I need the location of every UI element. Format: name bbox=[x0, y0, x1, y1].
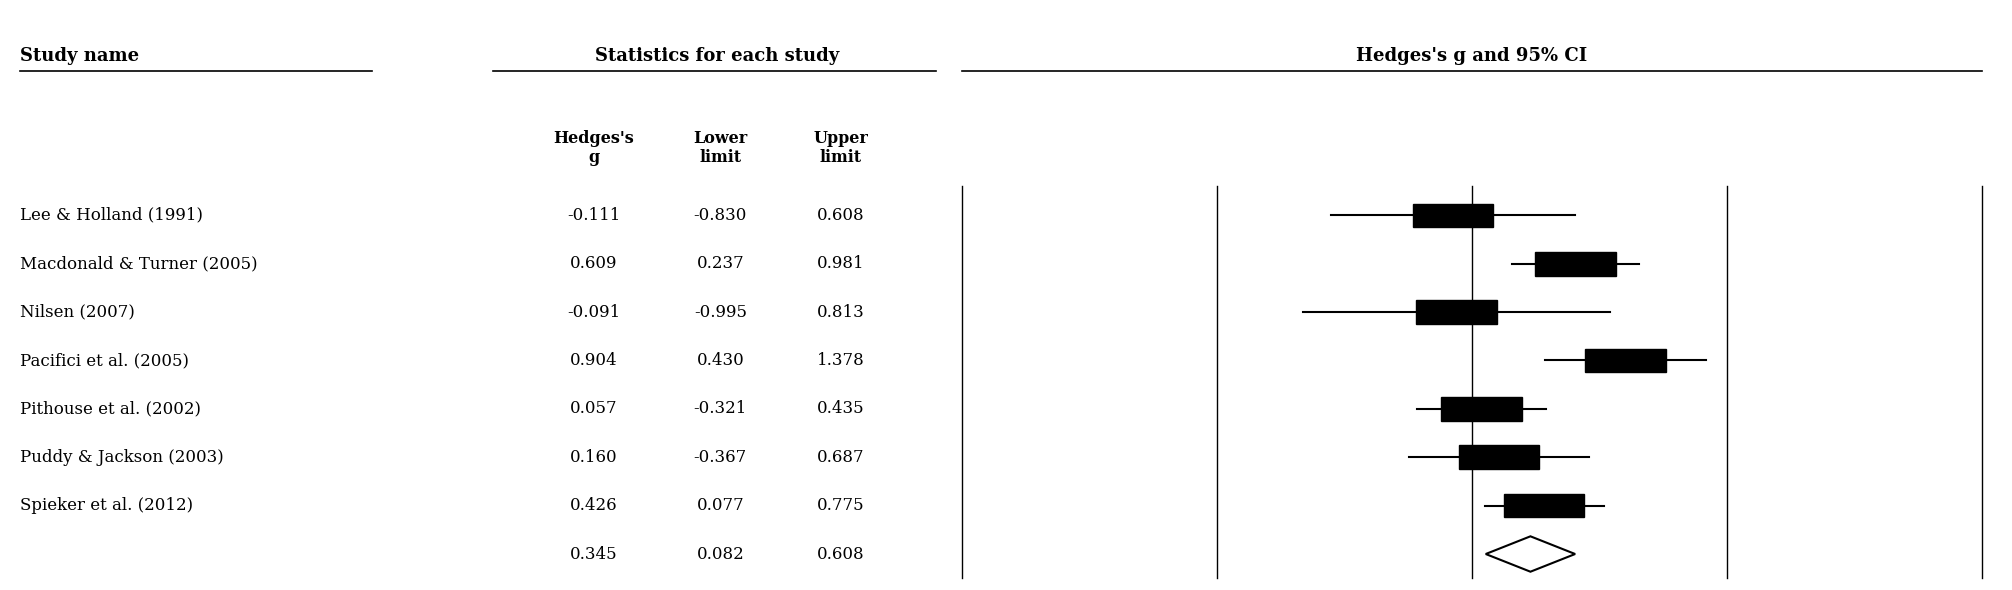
Text: -0.367: -0.367 bbox=[694, 449, 746, 466]
Text: -0.321: -0.321 bbox=[694, 401, 746, 417]
Bar bbox=[1416, 300, 1497, 324]
Text: Spieker et al. (2012): Spieker et al. (2012) bbox=[20, 497, 193, 514]
Text: 0.813: 0.813 bbox=[817, 304, 865, 320]
Text: 0.904: 0.904 bbox=[569, 352, 618, 369]
Text: Study name: Study name bbox=[20, 47, 139, 65]
Text: Pithouse et al. (2002): Pithouse et al. (2002) bbox=[20, 401, 201, 417]
Text: Hedges's
g: Hedges's g bbox=[553, 130, 634, 166]
Bar bbox=[1585, 349, 1666, 372]
Text: 0.608: 0.608 bbox=[817, 207, 865, 224]
Text: Nilsen (2007): Nilsen (2007) bbox=[20, 304, 135, 320]
Text: 0.082: 0.082 bbox=[696, 546, 744, 562]
Text: 0.077: 0.077 bbox=[696, 497, 744, 514]
Text: Lee & Holland (1991): Lee & Holland (1991) bbox=[20, 207, 203, 224]
Text: Statistics for each study: Statistics for each study bbox=[596, 47, 839, 65]
Text: 0.426: 0.426 bbox=[569, 497, 618, 514]
Text: -0.091: -0.091 bbox=[567, 304, 620, 320]
Text: 0.608: 0.608 bbox=[817, 546, 865, 562]
Text: 0.345: 0.345 bbox=[569, 546, 618, 562]
Text: 0.435: 0.435 bbox=[817, 401, 865, 417]
Text: 1.378: 1.378 bbox=[817, 352, 865, 369]
Bar bbox=[1412, 204, 1493, 227]
Text: 0.237: 0.237 bbox=[696, 255, 744, 272]
Text: 0.160: 0.160 bbox=[569, 449, 618, 466]
Text: -0.995: -0.995 bbox=[694, 304, 746, 320]
Bar bbox=[1535, 252, 1616, 276]
Text: Upper
limit: Upper limit bbox=[813, 130, 869, 166]
Text: 0.430: 0.430 bbox=[696, 352, 744, 369]
Bar bbox=[1503, 494, 1583, 517]
Text: Pacifici et al. (2005): Pacifici et al. (2005) bbox=[20, 352, 189, 369]
Text: 0.981: 0.981 bbox=[817, 255, 865, 272]
Text: Lower
limit: Lower limit bbox=[694, 130, 746, 166]
Text: 0.687: 0.687 bbox=[817, 449, 865, 466]
Polygon shape bbox=[1485, 536, 1575, 572]
Text: -0.830: -0.830 bbox=[694, 207, 746, 224]
Text: -0.111: -0.111 bbox=[567, 207, 620, 224]
Bar bbox=[1441, 397, 1521, 421]
Text: 0.057: 0.057 bbox=[569, 401, 618, 417]
Text: 0.609: 0.609 bbox=[569, 255, 618, 272]
Bar bbox=[1459, 445, 1539, 469]
Text: Hedges's g and 95% CI: Hedges's g and 95% CI bbox=[1356, 47, 1587, 65]
Text: Puddy & Jackson (2003): Puddy & Jackson (2003) bbox=[20, 449, 223, 466]
Text: Macdonald & Turner (2005): Macdonald & Turner (2005) bbox=[20, 255, 258, 272]
Text: 0.775: 0.775 bbox=[817, 497, 865, 514]
